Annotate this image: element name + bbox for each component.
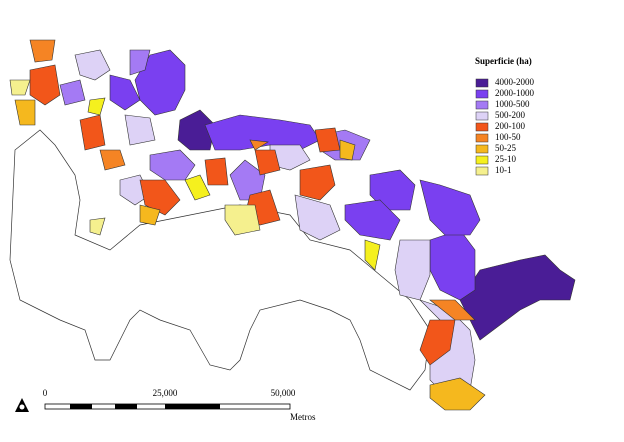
municipality — [29, 64, 61, 106]
legend-swatch — [475, 111, 489, 121]
scale-label: 50,000 — [271, 388, 296, 398]
municipality — [254, 149, 281, 176]
legend-swatch — [475, 122, 489, 132]
legend-label: 100-50 — [495, 132, 521, 142]
municipality — [9, 79, 31, 96]
municipality — [87, 97, 106, 116]
legend-label: 200-100 — [495, 121, 525, 131]
municipality — [74, 49, 111, 81]
municipality — [134, 49, 186, 116]
municipality — [59, 79, 86, 106]
municipality — [139, 179, 181, 216]
legend-label: 4000-2000 — [495, 77, 534, 87]
municipality — [177, 109, 216, 151]
municipality — [99, 149, 126, 171]
scale-label: 25,000 — [153, 388, 178, 398]
legend-swatch — [475, 78, 489, 88]
legend-swatch — [475, 144, 489, 154]
legend-label: 10-1 — [495, 165, 512, 175]
municipality — [14, 99, 36, 126]
municipality — [149, 149, 196, 181]
municipality — [109, 74, 141, 111]
municipality — [339, 139, 356, 161]
legend-swatch — [475, 166, 489, 176]
legend-label: 500-200 — [495, 110, 525, 120]
scale-label: 0 — [43, 388, 48, 398]
municipality — [429, 229, 476, 301]
scale-segment — [115, 404, 137, 409]
municipality — [369, 169, 416, 211]
municipality — [249, 139, 269, 151]
municipality — [124, 114, 156, 146]
municipality — [419, 179, 481, 236]
north-arrow-dot — [19, 404, 25, 410]
legend-swatch — [475, 100, 489, 110]
legend-swatch — [475, 133, 489, 143]
legend-title: Superficie (ha) — [475, 56, 532, 66]
legend-swatch — [475, 155, 489, 165]
municipality — [459, 254, 576, 341]
region-outline — [9, 129, 431, 391]
municipality — [419, 319, 456, 366]
municipality — [184, 174, 211, 201]
scale-segment — [165, 404, 220, 409]
municipality — [364, 239, 381, 271]
municipality — [429, 377, 486, 411]
municipality — [429, 299, 476, 321]
legend-label: 2000-1000 — [495, 88, 534, 98]
municipality — [394, 239, 431, 301]
municipality — [299, 164, 336, 201]
municipality — [204, 114, 321, 151]
municipality — [229, 159, 266, 201]
scale-unit: Metros — [290, 412, 316, 422]
municipality — [79, 114, 106, 151]
municipality — [139, 204, 161, 226]
municipality — [129, 49, 151, 76]
legend-label: 50-25 — [495, 143, 516, 153]
legend-label: 25-10 — [495, 154, 516, 164]
legend-label: 1000-500 — [495, 99, 530, 109]
municipality — [89, 217, 106, 236]
legend-swatch — [475, 89, 489, 99]
scale-segment — [70, 404, 92, 409]
municipality — [224, 204, 261, 236]
municipality — [204, 157, 229, 186]
municipality — [294, 194, 341, 241]
municipality — [29, 39, 56, 63]
municipality — [344, 199, 401, 241]
